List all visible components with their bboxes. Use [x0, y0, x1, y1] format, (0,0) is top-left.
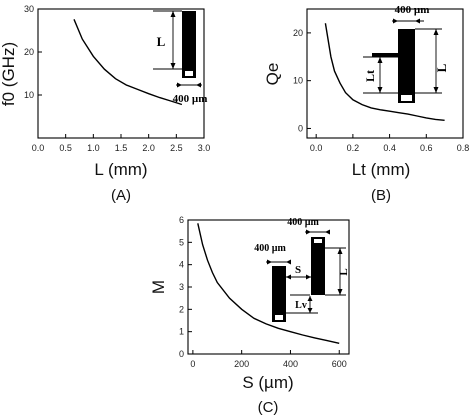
- arrowhead-left: [415, 18, 420, 24]
- panel-a-xtick-label: 1.5: [115, 143, 128, 153]
- panel-c-ytick-label: 1: [179, 327, 184, 337]
- panel-c-ytick-label: 4: [179, 260, 184, 270]
- panel-a-xlabel: L (mm): [94, 160, 147, 179]
- panel-a-ytick-label: 20: [24, 47, 34, 57]
- panel-a-frame: [37, 8, 205, 139]
- panel-c-ytick-label: 3: [179, 282, 184, 292]
- inset-c-right-width-label: 400 µm: [287, 217, 319, 228]
- panel-a-ytick-label: 10: [24, 90, 34, 100]
- panel-b-xtick-label: 0.4: [383, 143, 396, 153]
- arrowhead-right: [306, 229, 311, 235]
- panel-a-xtick-label: 1.0: [87, 143, 100, 153]
- inset-c-height-label: L: [338, 268, 350, 275]
- panel-c-xlabel: S (µm): [242, 373, 293, 392]
- panel-b: 0.0 0.2 0.4 0.6 0.8 0 10 20 Lt (mm) Qe (B) 400 …: [263, 4, 469, 204]
- panel-a-series-line: [73, 19, 183, 106]
- arrowhead-up: [433, 29, 439, 35]
- panel-b-xtick-label: 0.2: [347, 143, 360, 153]
- panel-a-ticks: 0.0 0.5 1.0 1.5 2.0 2.5 3.0 10 20 30: [24, 4, 210, 153]
- panel-c-marks: [197, 223, 340, 344]
- resonator-bar: [398, 29, 415, 93]
- panel-c-xtick-label: 400: [283, 359, 298, 369]
- panel-a-xtick-label: 3.0: [198, 143, 211, 153]
- panel-a-axes: [37, 8, 205, 139]
- panel-a-marks: [73, 19, 183, 106]
- panel-a-xtick-label: 2.5: [170, 143, 183, 153]
- panel-b-xtick-label: 0.0: [310, 143, 323, 153]
- panel-c: 0 200 400 600 0 1 2 3 4 5 6 S (µm) M (C) 400 µm L …: [149, 215, 350, 416]
- panel-a-ytick-label: 30: [24, 4, 34, 14]
- panel-a-xtick-label: 0.5: [59, 143, 72, 153]
- resonator-right-bar: [311, 245, 325, 295]
- inset-a-height-label: L: [157, 34, 166, 49]
- arrowhead-left: [286, 274, 291, 280]
- panel-b-xtick-label: 0.6: [420, 143, 433, 153]
- arrowhead-up: [377, 57, 383, 63]
- resonator-slot: [185, 71, 193, 76]
- arrowhead-right: [177, 82, 182, 88]
- panel-b-xtick-label: 0.8: [457, 143, 470, 153]
- panel-a: 0.0 0.5 1.0 1.5 2.0 2.5 3.0 10 20 30 L (mm) f0 (G…: [0, 4, 210, 204]
- inset-c-left-width-label: 400 µm: [254, 243, 286, 254]
- resonator-bar: [182, 11, 196, 69]
- arrowhead-left: [196, 82, 201, 88]
- inset-b-tap-label: Lt: [363, 70, 377, 82]
- arrowhead-left: [325, 229, 330, 235]
- arrowhead-right: [267, 259, 272, 265]
- resonator-slot: [401, 95, 412, 101]
- panel-a-ylabel: f0 (GHz): [0, 42, 18, 106]
- inset-b-width-label: 400 µm: [395, 4, 430, 16]
- panel-c-ytick-label: 0: [179, 349, 184, 359]
- panel-c-ticks: 0 200 400 600 0 1 2 3 4 5 6: [179, 215, 347, 369]
- panel-a-inset: L 400 µm: [153, 10, 208, 105]
- inset-a-width-label: 400 µm: [173, 93, 208, 105]
- panel-a-xtick-label: 2.0: [142, 143, 155, 153]
- inset-b-height-label: L: [434, 63, 449, 72]
- arrowhead-down: [307, 308, 313, 313]
- arrowhead-down: [337, 289, 343, 295]
- panel-b-ytick-label: 10: [293, 76, 303, 86]
- panel-c-ytick-label: 6: [179, 215, 184, 225]
- arrowhead-down: [377, 87, 383, 93]
- panel-b-ytick-label: 20: [293, 28, 303, 38]
- panel-b-ylabel: Qe: [263, 63, 282, 86]
- resonator-left-slot: [275, 315, 283, 320]
- panel-c-ytick-label: 2: [179, 304, 184, 314]
- inset-c-tap-label: Lv: [295, 300, 307, 311]
- panel-b-ytick-label: 0: [298, 123, 303, 133]
- panel-b-ticks: 0.0 0.2 0.4 0.6 0.8 0 10 20: [293, 28, 469, 153]
- arrowhead-left: [286, 259, 291, 265]
- panel-c-series-line: [197, 223, 340, 344]
- arrowhead-down: [170, 63, 176, 69]
- panel-b-marks: [324, 23, 445, 121]
- panel-b-axes: [306, 8, 464, 139]
- panel-b-frame: [306, 8, 464, 139]
- panel-c-ylabel: M: [149, 280, 168, 294]
- arrowhead-up: [307, 296, 313, 301]
- arrowhead-up: [170, 11, 176, 17]
- panel-b-inset: 400 µm L Lt: [363, 4, 449, 103]
- resonator-right-slot: [314, 239, 322, 243]
- panel-b-label: (B): [371, 187, 391, 204]
- panel-c-ytick-label: 5: [179, 237, 184, 247]
- panel-c-label: (C): [258, 399, 279, 416]
- arrowhead-down: [433, 87, 439, 93]
- panel-a-label: (A): [111, 187, 131, 204]
- panel-b-xlabel: Lt (mm): [352, 160, 411, 179]
- arrowhead-up: [337, 248, 343, 254]
- resonator-left-bar: [272, 266, 286, 313]
- panel-c-inset: 400 µm L 400 µm S: [254, 217, 350, 322]
- panel-c-xtick-label: 600: [332, 359, 347, 369]
- arrowhead-right: [393, 18, 398, 24]
- inset-c-gap-label: S: [295, 264, 301, 276]
- tap-line: [372, 53, 398, 57]
- panel-c-xtick-label: 200: [234, 359, 249, 369]
- panel-a-xtick-label: 0.0: [32, 143, 45, 153]
- panel-b-series-line: [324, 23, 445, 121]
- arrowhead-right: [306, 274, 311, 280]
- panel-c-xtick-label: 0: [190, 359, 195, 369]
